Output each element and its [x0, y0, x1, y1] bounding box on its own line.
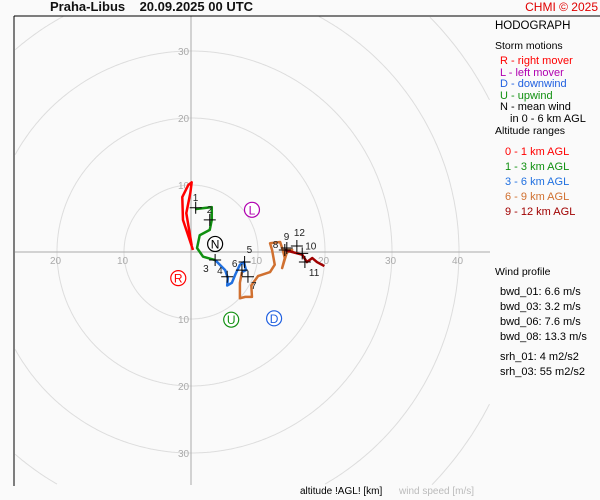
- speed-ring: [14, 16, 64, 51]
- wind-profile-item: bwd_03: 3.2 m/s: [500, 301, 581, 313]
- height-marker-label: 8: [273, 240, 279, 251]
- height-marker-label: 3: [203, 264, 209, 275]
- height-marker: [189, 201, 202, 214]
- height-marker-label: 11: [309, 268, 320, 279]
- speed-ring: [14, 252, 393, 454]
- speed-ring: [324, 252, 460, 485]
- altitude-label: altitude !AGL! [km]: [300, 486, 383, 497]
- hodograph-segment: [181, 181, 195, 251]
- wind-profile-title: Wind profile: [495, 266, 551, 278]
- speed-ring: [14, 453, 58, 485]
- storm-motion-label: R: [174, 272, 183, 286]
- height-marker-label: 7: [251, 281, 257, 292]
- x-tick-label: 20: [318, 256, 330, 267]
- wind-speed-label: wind speed [m/s]: [399, 486, 475, 497]
- height-marker: [203, 213, 216, 226]
- y-tick-label: 20: [178, 114, 190, 125]
- x-tick-label: 10: [117, 256, 129, 267]
- speed-ring: [318, 16, 460, 252]
- speed-ring: [431, 403, 490, 486]
- altitude-legend-item: 0 - 1 km AGL: [505, 146, 570, 158]
- y-tick-label: 30: [178, 47, 190, 58]
- height-marker: [280, 241, 293, 254]
- wind-profile-item: bwd_08: 13.3 m/s: [500, 331, 587, 343]
- storm-motion-marker: [223, 311, 240, 328]
- x-tick-label: 20: [50, 256, 62, 267]
- x-tick-label: 40: [452, 256, 464, 267]
- height-marker: [296, 247, 309, 260]
- altitude-legend-item: 6 - 9 km AGL: [505, 191, 570, 203]
- storm-legend-item: R - right mover: [500, 55, 573, 67]
- legend-title: HODOGRAPH: [495, 20, 571, 32]
- storm-legend-item: in 0 - 6 km AGL: [510, 112, 586, 125]
- height-marker: [209, 254, 222, 267]
- y-tick-label: 10: [178, 181, 190, 192]
- storm-legend-item: N - mean wind: [500, 101, 571, 113]
- x-tick-label: 30: [385, 256, 397, 267]
- wind-profile-item: srh_01: 4 m2/s2: [500, 351, 579, 363]
- altitude-legend-item: 9 - 12 km AGL: [505, 206, 576, 218]
- altitude-ranges-title: Altitude ranges: [495, 125, 566, 137]
- storm-motion-label: U: [227, 313, 236, 327]
- wind-profile-item: bwd_06: 7.6 m/s: [500, 316, 581, 328]
- storm-legend-item: L - left mover: [500, 66, 564, 79]
- storm-motion-marker: [243, 201, 261, 218]
- hodograph-segment: [238, 240, 294, 300]
- storm-motion-label: L: [249, 203, 256, 217]
- storm-motion-label: N: [211, 237, 220, 251]
- height-marker: [238, 256, 251, 269]
- storm-motion-marker: [170, 270, 187, 287]
- altitude-legend-item: 1 - 3 km AGL: [505, 161, 570, 173]
- height-marker-label: 5: [247, 245, 253, 256]
- height-marker-label: 12: [294, 228, 306, 239]
- y-tick-label: 30: [178, 449, 190, 460]
- height-marker-label: 10: [305, 241, 317, 252]
- height-marker-label: 4: [217, 266, 223, 277]
- station-name: Praha-Libus: [50, 0, 126, 14]
- copyright: CHMI © 2025: [525, 0, 598, 14]
- wind-profile-item: srh_03: 55 m2/s2: [500, 366, 585, 378]
- chart-title: Praha-Libus 20.09.2025 00 UTC: [50, 0, 253, 14]
- speed-ring: [14, 50, 393, 252]
- height-marker: [235, 264, 248, 277]
- height-marker: [278, 243, 291, 256]
- altitude-legend-item: 3 - 6 km AGL: [505, 176, 570, 188]
- y-tick-label: 20: [178, 382, 190, 393]
- storm-motion-label: D: [270, 312, 279, 326]
- storm-motion-marker: [265, 310, 283, 327]
- height-marker-label: 6: [232, 259, 238, 270]
- height-marker: [298, 256, 311, 269]
- height-marker-label: 9: [284, 232, 290, 243]
- height-marker: [241, 270, 254, 283]
- datetime: 20.09.2025 00 UTC: [139, 0, 254, 14]
- storm-legend-item: U - upwind: [500, 89, 553, 102]
- storm-motions-title: Storm motions: [495, 40, 563, 52]
- height-marker-label: 2: [207, 205, 213, 216]
- height-marker: [221, 270, 234, 283]
- hodograph-segment: [194, 205, 216, 262]
- height-marker-label: 1: [193, 193, 199, 204]
- storm-motion-marker: [207, 235, 224, 253]
- storm-legend-item: D - downwind: [500, 78, 567, 90]
- wind-profile-item: bwd_01: 6.6 m/s: [500, 286, 581, 298]
- y-tick-label: 10: [178, 315, 190, 326]
- speed-ring: [429, 16, 490, 101]
- x-tick-label: 10: [251, 256, 263, 267]
- height-marker: [290, 239, 303, 252]
